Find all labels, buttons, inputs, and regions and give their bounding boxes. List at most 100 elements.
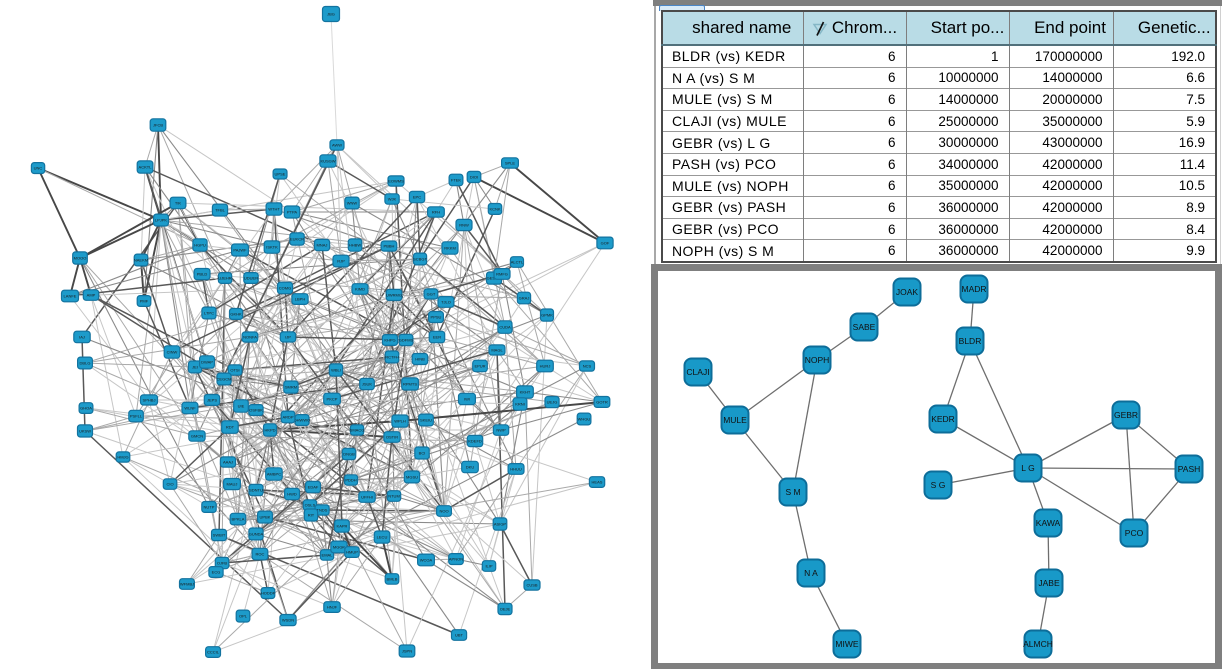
svg-text:SWBIT: SWBIT bbox=[213, 533, 226, 538]
svg-text:WLNF: WLNF bbox=[184, 406, 196, 411]
svg-text:MIWE: MIWE bbox=[835, 639, 858, 649]
svg-text:HNJF: HNJF bbox=[327, 605, 338, 610]
svg-text:ECG: ECG bbox=[212, 570, 221, 575]
svg-text:RJP: RJP bbox=[337, 259, 345, 264]
svg-text:TFBL: TFBL bbox=[215, 208, 226, 213]
svg-text:UPBK: UPBK bbox=[260, 515, 271, 520]
svg-text:JEPS: JEPS bbox=[207, 398, 217, 403]
svg-text:PKCP: PKCP bbox=[327, 397, 338, 402]
svg-text:GGT: GGT bbox=[427, 292, 436, 297]
svg-text:KRNI: KRNI bbox=[515, 402, 525, 407]
svg-text:UDUER: UDUER bbox=[244, 276, 258, 281]
svg-text:WTHT: WTHT bbox=[268, 207, 280, 212]
svg-text:GMCN: GMCN bbox=[191, 434, 203, 439]
svg-text:S G: S G bbox=[931, 480, 946, 490]
svg-text:KUSGW: KUSGW bbox=[320, 159, 335, 164]
svg-text:TIK: TIK bbox=[175, 201, 182, 206]
svg-text:UNC: UNC bbox=[34, 166, 43, 171]
svg-text:MAGL: MAGL bbox=[491, 348, 503, 353]
svg-text:HHUU: HHUU bbox=[510, 467, 522, 472]
svg-text:PMF: PMF bbox=[140, 299, 149, 304]
svg-text:GEBR: GEBR bbox=[1114, 410, 1138, 420]
svg-text:SPLE: SPLE bbox=[505, 161, 516, 166]
svg-text:EOWMS: EOWMS bbox=[388, 179, 404, 184]
svg-text:WPLH: WPLH bbox=[394, 419, 406, 424]
svg-text:DIOI: DIOI bbox=[470, 175, 478, 180]
svg-text:DHWWO: DHWWO bbox=[294, 418, 310, 423]
svg-text:BCI: BCI bbox=[419, 451, 426, 456]
svg-text:PSFLL: PSFLL bbox=[130, 414, 143, 419]
svg-text:RNW: RNW bbox=[459, 223, 469, 228]
svg-text:EUKCR: EUKCR bbox=[290, 237, 304, 242]
svg-text:HMJG: HMJG bbox=[117, 455, 128, 460]
svg-text:RMFG: RMFG bbox=[496, 272, 508, 277]
svg-text:NCS: NCS bbox=[583, 364, 592, 369]
svg-text:LBPH: LBPH bbox=[295, 297, 306, 302]
svg-text:JABE: JABE bbox=[1038, 578, 1060, 588]
svg-text:WBLI: WBLI bbox=[331, 368, 341, 373]
svg-text:MOOO: MOOO bbox=[74, 256, 87, 261]
svg-text:LTPC: LTPC bbox=[204, 311, 214, 316]
svg-text:CUDA: CUDA bbox=[499, 325, 511, 330]
svg-text:KAPR: KAPR bbox=[337, 524, 348, 529]
svg-text:HWD: HWD bbox=[287, 492, 297, 497]
svg-text:OSFBK: OSFBK bbox=[249, 408, 263, 413]
svg-text:PTPA: PTPA bbox=[287, 210, 297, 215]
svg-text:KHPG: KHPG bbox=[384, 338, 395, 343]
svg-text:HMUP: HMUP bbox=[346, 550, 358, 555]
svg-text:UBT: UBT bbox=[455, 633, 464, 638]
svg-text:UIE: UIE bbox=[238, 404, 245, 409]
svg-text:KIMD: KIMD bbox=[355, 287, 365, 292]
svg-text:JSUK: JSUK bbox=[362, 382, 373, 387]
svg-text:MAUJ: MAUJ bbox=[227, 482, 238, 487]
svg-text:OJFB: OJFB bbox=[217, 561, 228, 566]
svg-text:KDEFD: KDEFD bbox=[468, 439, 482, 444]
svg-text:SPHBJ: SPHBJ bbox=[143, 398, 156, 403]
svg-text:PPSU: PPSU bbox=[431, 315, 442, 320]
svg-text:HODDF: HODDF bbox=[261, 591, 276, 596]
svg-text:BMLB: BMLB bbox=[387, 577, 398, 582]
svg-text:EER: EER bbox=[433, 335, 441, 340]
svg-text:DWAP: DWAP bbox=[201, 360, 213, 365]
svg-text:AMBPC: AMBPC bbox=[267, 472, 281, 477]
svg-text:GDFMS: GDFMS bbox=[399, 338, 414, 343]
svg-text:NWP: NWP bbox=[496, 428, 506, 433]
svg-text:UJEHR: UJEHR bbox=[218, 276, 231, 281]
svg-text:ASIGP: ASIGP bbox=[494, 522, 507, 527]
svg-text:CUSB: CUSB bbox=[526, 583, 537, 588]
svg-text:PCO: PCO bbox=[1125, 528, 1144, 538]
svg-text:CEGCM: CEGCM bbox=[217, 377, 232, 382]
svg-text:PASH: PASH bbox=[1178, 464, 1201, 474]
svg-text:UWRMG: UWRMG bbox=[386, 293, 402, 298]
svg-text:WFMBJ: WFMBJ bbox=[180, 582, 194, 587]
svg-text:OTSI: OTSI bbox=[230, 368, 239, 373]
svg-text:RPMTS: RPMTS bbox=[403, 382, 417, 387]
svg-text:GHOA: GHOA bbox=[80, 406, 92, 411]
svg-text:EPUR: EPUR bbox=[474, 364, 485, 369]
svg-text:FTEK: FTEK bbox=[451, 178, 462, 183]
svg-text:N A: N A bbox=[804, 568, 818, 578]
svg-text:MGSU: MGSU bbox=[406, 475, 418, 480]
svg-text:KKHT: KKHT bbox=[520, 390, 531, 395]
svg-text:PDDH: PDDH bbox=[345, 478, 356, 483]
svg-text:SMRM: SMRM bbox=[285, 385, 297, 390]
svg-text:JOAK: JOAK bbox=[896, 287, 919, 297]
svg-text:OEJE: OEJE bbox=[500, 607, 511, 612]
svg-text:RCTFH: RCTFH bbox=[385, 355, 399, 360]
svg-text:HHBW: HHBW bbox=[349, 243, 361, 248]
svg-text:WSDN: WSDN bbox=[282, 618, 294, 623]
svg-text:IAJ: IAJ bbox=[79, 335, 85, 340]
svg-text:S M: S M bbox=[785, 487, 800, 497]
svg-text:CLAJI: CLAJI bbox=[686, 367, 709, 377]
svg-text:AWW: AWW bbox=[332, 143, 342, 148]
svg-text:COMG: COMG bbox=[279, 286, 291, 291]
svg-text:DKU: DKU bbox=[466, 465, 475, 470]
svg-text:CINW: CINW bbox=[167, 350, 178, 355]
svg-text:IWI: IWI bbox=[464, 397, 470, 402]
svg-text:OPL: OPL bbox=[239, 614, 248, 619]
svg-text:APNON: APNON bbox=[449, 557, 463, 562]
svg-text:GUNDA: GUNDA bbox=[249, 532, 264, 537]
svg-text:SCBGT: SCBGT bbox=[413, 257, 427, 262]
svg-text:WJK: WJK bbox=[388, 197, 397, 202]
svg-text:MGGK: MGGK bbox=[333, 545, 346, 550]
